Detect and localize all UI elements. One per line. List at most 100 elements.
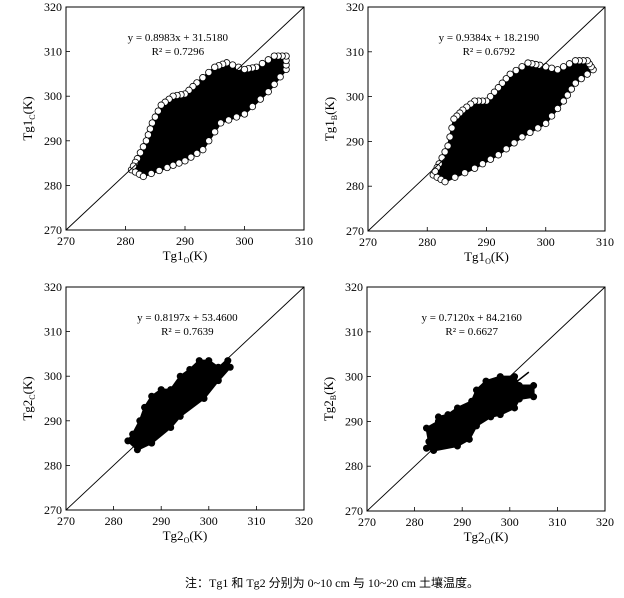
x-tick-label: 280 bbox=[117, 234, 135, 248]
data-point bbox=[444, 142, 452, 150]
data-point bbox=[423, 424, 430, 432]
data-point bbox=[133, 446, 141, 454]
data-point bbox=[472, 386, 480, 394]
y-tick-label: 280 bbox=[44, 178, 62, 192]
y-tick-label: 320 bbox=[345, 280, 363, 294]
x-tick-label: 300 bbox=[236, 234, 254, 248]
y-tick-label: 300 bbox=[345, 370, 363, 384]
regression-equation: y = 0.9384x + 18.2190 bbox=[439, 32, 540, 44]
data-point bbox=[486, 155, 495, 163]
y-tick-label: 320 bbox=[346, 0, 364, 14]
data-point bbox=[211, 128, 219, 136]
panel-1: 270 280 290 300 310 270 280 290 300 310 320 Tg1O(K)… bbox=[20, 0, 313, 265]
data-point bbox=[199, 146, 207, 154]
data-point bbox=[571, 57, 579, 65]
x-tick-label: 290 bbox=[152, 514, 170, 528]
data-point bbox=[423, 444, 430, 452]
data-point bbox=[217, 119, 225, 127]
data-point bbox=[224, 357, 232, 365]
data-point bbox=[157, 386, 165, 394]
data-point bbox=[232, 113, 241, 121]
x-tick-label: 290 bbox=[176, 234, 194, 248]
data-point bbox=[431, 167, 439, 175]
data-point bbox=[199, 74, 207, 82]
y-axis-label: Tg2B(K) bbox=[321, 377, 338, 421]
r-squared-label: R² = 0.7296 bbox=[152, 46, 205, 58]
data-point bbox=[248, 103, 257, 111]
data-point bbox=[515, 382, 523, 390]
data-point bbox=[494, 84, 502, 92]
x-tick-label: 310 bbox=[295, 234, 313, 248]
x-tick-label: 270 bbox=[57, 514, 75, 528]
x-tick-label: 300 bbox=[200, 514, 218, 528]
data-point bbox=[147, 169, 155, 178]
data-point bbox=[502, 145, 510, 153]
data-point bbox=[482, 377, 490, 385]
data-point bbox=[548, 64, 556, 72]
data-point bbox=[430, 447, 438, 455]
y-tick-label: 300 bbox=[44, 89, 62, 103]
data-point bbox=[270, 52, 278, 60]
data-point bbox=[139, 143, 147, 151]
data-point bbox=[214, 377, 222, 385]
data-point bbox=[264, 88, 272, 96]
x-tick-label: 280 bbox=[105, 514, 123, 528]
data-point bbox=[553, 104, 562, 113]
data-point bbox=[441, 178, 449, 186]
plot-frame bbox=[366, 286, 606, 512]
x-tick-label: 280 bbox=[406, 515, 424, 529]
x-tick-label: 310 bbox=[596, 235, 614, 249]
plot-frame bbox=[65, 286, 305, 511]
x-axis-label: Tg1O(K) bbox=[464, 249, 509, 266]
data-point bbox=[471, 164, 479, 172]
data-point bbox=[139, 172, 147, 181]
x-tick-label: 310 bbox=[247, 514, 265, 528]
data-point bbox=[496, 411, 504, 419]
r-squared-label: R² = 0.6627 bbox=[445, 326, 498, 338]
data-point bbox=[175, 159, 183, 167]
data-point bbox=[264, 56, 272, 64]
data-point bbox=[163, 163, 171, 172]
data-point bbox=[205, 357, 213, 365]
data-point bbox=[510, 139, 518, 147]
data-point bbox=[559, 97, 568, 105]
data-point bbox=[256, 95, 264, 103]
data-point bbox=[124, 437, 132, 445]
r-squared-label: R² = 0.7639 bbox=[161, 326, 214, 338]
figure-caption: 注：Tg1 和 Tg2 分别为 0~10 cm 与 10~20 cm 土壤温度。 bbox=[185, 576, 479, 590]
y-tick-label: 300 bbox=[44, 369, 62, 383]
data-point bbox=[511, 404, 519, 412]
data-point bbox=[515, 395, 523, 403]
data-point bbox=[142, 137, 150, 145]
y-tick-label: 320 bbox=[44, 280, 62, 294]
data-point bbox=[490, 88, 498, 96]
data-point bbox=[524, 59, 532, 67]
reference-line bbox=[367, 6, 606, 232]
y-tick-label: 270 bbox=[44, 223, 62, 237]
data-point bbox=[448, 124, 456, 132]
panel-4: 270 280 290 300 310 320 270 280 290 300 310 320 Tg2O… bbox=[321, 280, 614, 546]
y-tick-label: 280 bbox=[345, 459, 363, 473]
x-tick-label: 270 bbox=[57, 234, 75, 248]
data-point bbox=[496, 373, 504, 381]
x-tick-label: 300 bbox=[537, 235, 555, 249]
x-tick-label: 290 bbox=[478, 235, 496, 249]
x-tick-label: 320 bbox=[295, 514, 313, 528]
reference-line bbox=[366, 286, 606, 512]
x-tick-label: 300 bbox=[501, 515, 519, 529]
data-point bbox=[487, 413, 495, 421]
y-tick-label: 310 bbox=[345, 325, 363, 339]
data-point bbox=[506, 70, 514, 78]
y-tick-label: 270 bbox=[345, 504, 363, 518]
data-point bbox=[193, 149, 201, 158]
data-point bbox=[186, 366, 194, 374]
data-point bbox=[565, 60, 574, 68]
x-tick-label: 270 bbox=[358, 515, 376, 529]
data-point bbox=[465, 435, 473, 443]
y-tick-label: 280 bbox=[346, 179, 364, 193]
data-point bbox=[534, 124, 542, 132]
data-point bbox=[542, 119, 550, 128]
data-point bbox=[583, 70, 591, 78]
data-point bbox=[478, 160, 487, 168]
data-point bbox=[240, 110, 249, 118]
